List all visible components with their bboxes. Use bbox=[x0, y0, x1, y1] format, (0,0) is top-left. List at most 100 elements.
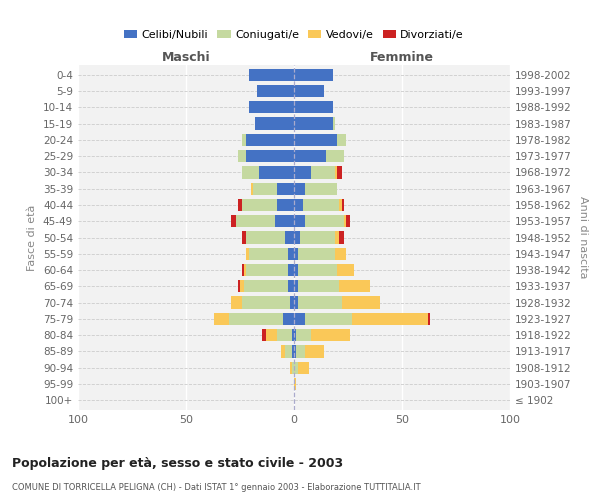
Bar bbox=[257, 85, 294, 97]
Bar bbox=[292, 362, 294, 374]
Bar bbox=[294, 346, 305, 358]
Text: Femmine: Femmine bbox=[370, 51, 434, 64]
Bar bbox=[294, 362, 309, 374]
Bar bbox=[248, 68, 294, 81]
Bar bbox=[294, 150, 344, 162]
Bar bbox=[214, 313, 294, 325]
Bar bbox=[242, 134, 294, 146]
Bar bbox=[262, 329, 294, 341]
Bar bbox=[294, 134, 346, 146]
Bar bbox=[292, 329, 294, 341]
Bar bbox=[287, 248, 294, 260]
Bar bbox=[294, 199, 341, 211]
Bar bbox=[294, 68, 333, 81]
Bar bbox=[294, 101, 333, 114]
Bar bbox=[287, 280, 294, 292]
Bar bbox=[255, 118, 294, 130]
Bar bbox=[238, 280, 294, 292]
Bar bbox=[242, 296, 294, 308]
Bar bbox=[294, 313, 305, 325]
Bar bbox=[294, 296, 298, 308]
Bar bbox=[294, 101, 333, 114]
Bar bbox=[294, 248, 298, 260]
Bar bbox=[294, 85, 324, 97]
Bar bbox=[242, 166, 294, 178]
Bar bbox=[242, 264, 294, 276]
Bar bbox=[247, 232, 294, 243]
Bar bbox=[257, 85, 294, 97]
Bar bbox=[294, 248, 346, 260]
Bar bbox=[266, 329, 294, 341]
Bar bbox=[277, 199, 294, 211]
Bar bbox=[294, 68, 333, 81]
Bar bbox=[247, 150, 294, 162]
Bar bbox=[294, 296, 380, 308]
Bar bbox=[294, 182, 337, 195]
Bar bbox=[281, 346, 294, 358]
Bar bbox=[294, 362, 298, 374]
Bar bbox=[238, 150, 294, 162]
Bar bbox=[238, 199, 294, 211]
Bar bbox=[294, 166, 341, 178]
Bar bbox=[242, 232, 294, 243]
Bar bbox=[294, 134, 346, 146]
Bar bbox=[294, 313, 428, 325]
Bar bbox=[294, 150, 344, 162]
Bar bbox=[248, 101, 294, 114]
Bar bbox=[294, 346, 324, 358]
Bar bbox=[247, 264, 294, 276]
Bar bbox=[294, 232, 301, 243]
Bar bbox=[294, 150, 344, 162]
Y-axis label: Fasce di età: Fasce di età bbox=[28, 204, 37, 270]
Bar bbox=[257, 85, 294, 97]
Text: COMUNE DI TORRICELLA PELIGNA (CH) - Dati ISTAT 1° gennaio 2003 - Elaborazione TU: COMUNE DI TORRICELLA PELIGNA (CH) - Dati… bbox=[12, 482, 421, 492]
Bar bbox=[294, 199, 340, 211]
Bar bbox=[294, 232, 335, 243]
Bar bbox=[294, 166, 335, 178]
Bar bbox=[294, 166, 311, 178]
Bar bbox=[242, 134, 294, 146]
Bar bbox=[294, 296, 380, 308]
Bar bbox=[248, 68, 294, 81]
Bar bbox=[294, 232, 340, 243]
Bar bbox=[294, 296, 341, 308]
Bar bbox=[248, 68, 294, 81]
Bar bbox=[290, 296, 294, 308]
Bar bbox=[232, 296, 294, 308]
Bar bbox=[294, 280, 370, 292]
Text: Popolazione per età, sesso e stato civile - 2003: Popolazione per età, sesso e stato civil… bbox=[12, 458, 343, 470]
Bar bbox=[294, 134, 337, 146]
Bar bbox=[294, 68, 333, 81]
Bar bbox=[247, 232, 294, 243]
Bar bbox=[294, 199, 344, 211]
Bar bbox=[294, 182, 305, 195]
Bar bbox=[244, 280, 294, 292]
Bar bbox=[247, 134, 294, 146]
Bar bbox=[294, 248, 346, 260]
Bar bbox=[244, 264, 294, 276]
Bar bbox=[294, 182, 337, 195]
Bar bbox=[242, 199, 294, 211]
Bar bbox=[294, 85, 324, 97]
Bar bbox=[277, 182, 294, 195]
Bar bbox=[236, 215, 294, 228]
Bar bbox=[242, 166, 294, 178]
Bar bbox=[240, 280, 294, 292]
Bar bbox=[294, 264, 337, 276]
Bar bbox=[283, 313, 294, 325]
Bar bbox=[294, 215, 344, 228]
Bar bbox=[294, 182, 337, 195]
Bar bbox=[294, 346, 296, 358]
Bar bbox=[294, 280, 340, 292]
Bar bbox=[255, 118, 294, 130]
Bar bbox=[294, 118, 335, 130]
Bar bbox=[290, 362, 294, 374]
Bar bbox=[247, 248, 294, 260]
Bar bbox=[294, 378, 296, 390]
Bar bbox=[294, 199, 302, 211]
Bar bbox=[294, 313, 430, 325]
Bar bbox=[277, 329, 294, 341]
Bar bbox=[294, 150, 326, 162]
Bar bbox=[294, 101, 333, 114]
Bar bbox=[294, 362, 309, 374]
